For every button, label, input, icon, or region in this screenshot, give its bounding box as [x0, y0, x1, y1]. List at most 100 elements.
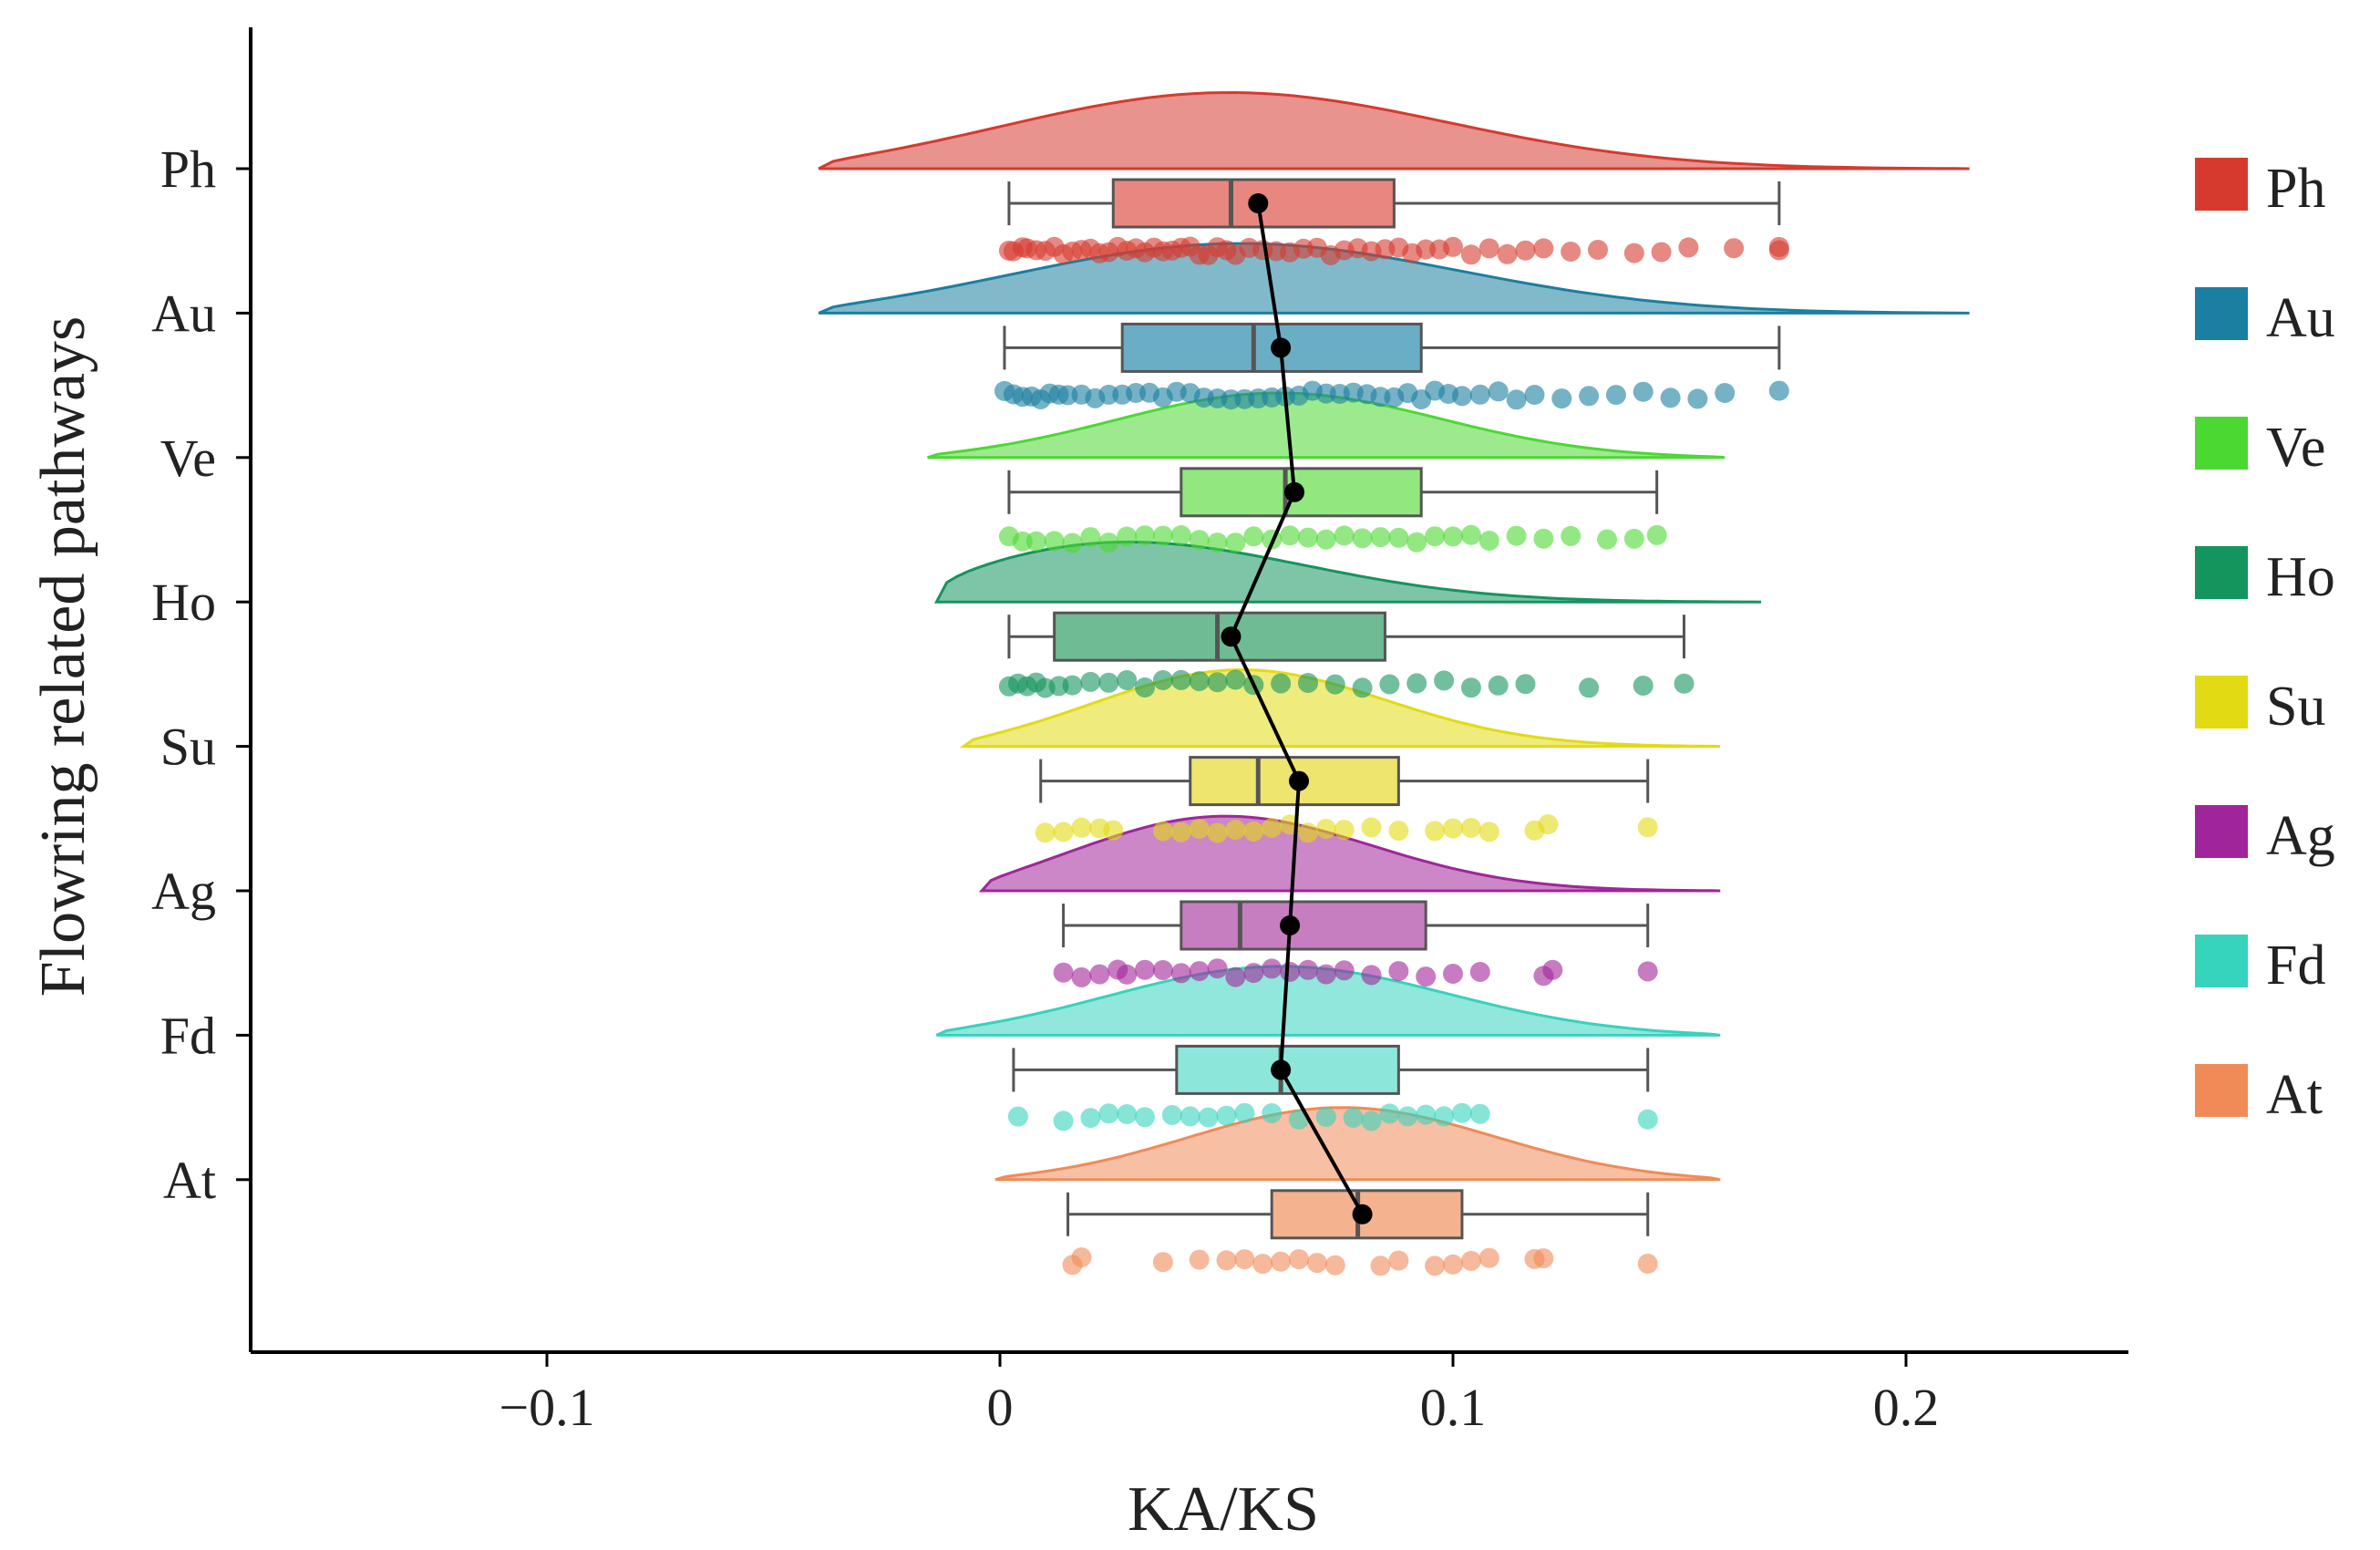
boxplot-ho — [1007, 611, 1685, 662]
data-point-ve — [1280, 525, 1301, 546]
mean-marker-ho — [1221, 626, 1242, 647]
data-point-ho — [1189, 671, 1210, 692]
boxplot-fd — [1012, 1044, 1650, 1095]
y-tick-label-ho: Ho — [151, 573, 216, 632]
y-tick-label-at: At — [163, 1151, 216, 1210]
x-tick-label: −0.1 — [499, 1378, 594, 1437]
data-point-ve — [1561, 525, 1582, 546]
data-point-fd — [1262, 1103, 1283, 1123]
data-point-ag — [1135, 959, 1155, 980]
y-tick-label-ve: Ve — [160, 429, 216, 488]
data-point-au — [1715, 383, 1736, 403]
data-point-ve — [1135, 525, 1155, 546]
mean-marker-ve — [1284, 481, 1305, 502]
data-point-ph — [1443, 236, 1463, 257]
data-point-ho — [1379, 674, 1400, 695]
y-axis-title: Flowring related pathways — [28, 316, 98, 997]
data-point-ve — [1406, 532, 1427, 553]
legend-label-ag: Ag — [2266, 805, 2335, 867]
data-point-ve — [1478, 531, 1499, 551]
x-axis-title: KA/KS — [1128, 1474, 1319, 1545]
x-tick-label: 0 — [987, 1378, 1014, 1437]
data-point-ph — [1515, 240, 1536, 261]
data-point-ho — [1298, 673, 1318, 693]
data-point-at — [1306, 1253, 1327, 1274]
data-point-ho — [1324, 674, 1345, 695]
data-point-at — [1370, 1256, 1391, 1276]
data-point-su — [1170, 822, 1191, 842]
data-point-ve — [1370, 527, 1391, 548]
data-point-ag — [1469, 962, 1490, 982]
data-point-at — [1189, 1249, 1210, 1270]
y-tick-label-ph: Ph — [160, 140, 216, 199]
data-point-au — [1633, 381, 1654, 402]
data-point-ve — [1189, 530, 1210, 551]
data-point-at — [1324, 1255, 1345, 1276]
boxplot-ag — [1062, 900, 1650, 951]
data-point-ve — [1298, 527, 1318, 548]
data-point-ph — [1768, 236, 1789, 257]
data-point-ve — [1170, 525, 1191, 545]
data-point-ve — [1117, 526, 1138, 547]
data-point-ve — [1080, 527, 1101, 548]
data-point-au — [1469, 384, 1490, 405]
data-point-ag — [1225, 966, 1246, 987]
data-point-ve — [1646, 524, 1667, 545]
data-point-ve — [1533, 528, 1554, 549]
y-tick-label-au: Au — [151, 284, 216, 343]
data-point-ho — [1406, 673, 1427, 694]
density-cloud-at — [994, 1106, 1721, 1182]
legend-label-au: Au — [2266, 287, 2335, 349]
data-point-au — [1551, 388, 1572, 409]
data-point-ph — [1478, 238, 1499, 259]
data-point-fd — [1434, 1106, 1455, 1127]
mean-marker-su — [1289, 770, 1310, 791]
boxplot-ph — [1007, 178, 1781, 229]
data-point-ph — [1533, 238, 1554, 259]
data-point-at — [1388, 1250, 1409, 1271]
data-point-at — [1478, 1247, 1499, 1268]
data-point-at — [1443, 1254, 1463, 1275]
data-point-ve — [1460, 524, 1481, 545]
data-point-ve — [1506, 525, 1527, 546]
data-point-at — [1637, 1254, 1658, 1274]
data-point-su — [1207, 822, 1228, 843]
data-point-au — [1488, 381, 1509, 402]
y-tick-label-fd: Fd — [160, 1006, 216, 1065]
data-point-ho — [1271, 673, 1292, 694]
data-point-at — [1271, 1251, 1292, 1272]
data-point-au — [1524, 385, 1545, 405]
y-tick-label-ag: Ag — [151, 862, 216, 921]
data-point-ho — [1170, 669, 1191, 690]
axes: Ph Au Ve Ho Su Ag Fd At −0.1 0 0.1 0.2 — [151, 27, 2128, 1437]
data-point-au — [1605, 385, 1626, 406]
data-point-ho — [1117, 670, 1138, 690]
data-point-ve — [1098, 532, 1119, 553]
data-point-su — [1225, 820, 1246, 840]
data-point-su — [1243, 821, 1264, 842]
data-point-ve — [1425, 526, 1446, 547]
data-point-su — [1053, 822, 1074, 842]
mean-marker-ag — [1280, 915, 1301, 935]
x-tick-label: 0.1 — [1420, 1378, 1487, 1437]
data-point-fd — [1637, 1109, 1658, 1130]
data-point-ho — [1152, 670, 1173, 690]
legend-swatch-ve — [2195, 417, 2248, 470]
data-point-fd — [1234, 1102, 1255, 1123]
data-point-ve — [1025, 531, 1046, 552]
data-point-ph — [1460, 244, 1481, 265]
data-point-ve — [1352, 528, 1373, 549]
data-point-su — [1478, 822, 1499, 842]
data-point-ag — [1298, 959, 1318, 980]
data-point-ve — [1388, 527, 1409, 548]
mean-marker-fd — [1271, 1059, 1292, 1080]
data-point-su — [1189, 819, 1210, 840]
data-point-ag — [1243, 963, 1264, 984]
legend-swatch-su — [2195, 676, 2248, 728]
data-point-ve — [1062, 532, 1083, 553]
data-point-at — [1252, 1254, 1273, 1275]
data-point-su — [1152, 821, 1173, 842]
data-point-ve — [1623, 528, 1644, 549]
legend-swatch-ho — [2195, 546, 2248, 599]
data-point-fd — [1053, 1111, 1074, 1132]
